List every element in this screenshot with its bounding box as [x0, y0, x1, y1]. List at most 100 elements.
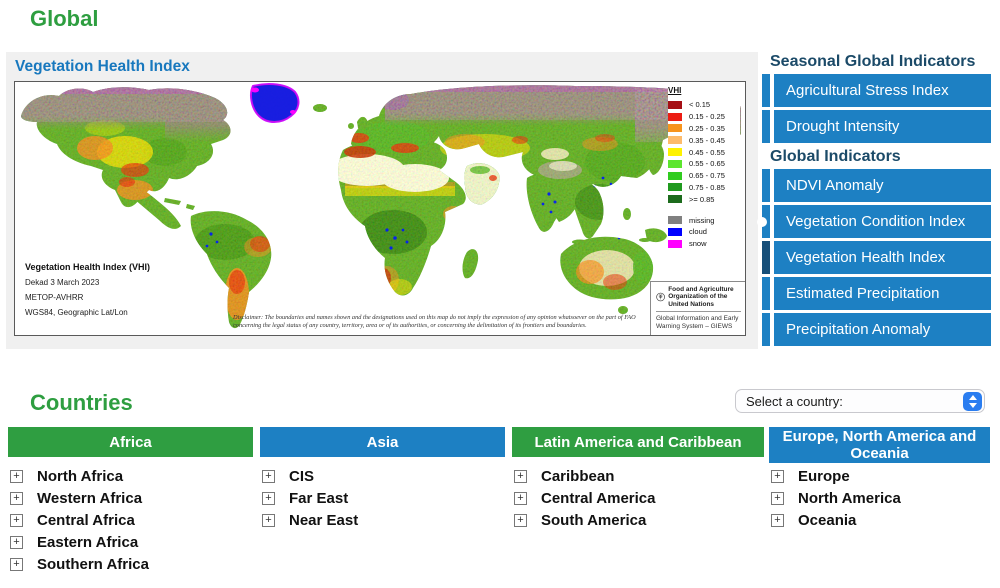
map-meta-dekad: Dekad 3 March 2023 — [25, 278, 100, 287]
column-header-enao: Europe, North America and Oceania — [769, 427, 990, 463]
map-title: Vegetation Health Index — [15, 58, 190, 75]
legend-swatch — [668, 159, 682, 168]
button-left-tab — [757, 205, 770, 238]
legend-row: >= 0.85 — [668, 193, 740, 205]
region-item-western-africa[interactable]: Western Africa — [8, 487, 253, 509]
expand-plus-icon[interactable] — [771, 491, 784, 505]
expand-plus-icon[interactable] — [10, 557, 23, 571]
button-left-tab — [762, 110, 770, 143]
vhi-world-map: VHI < 0.15 0.15 - 0.25 0.25 - 0.35 0.35 … — [14, 81, 746, 336]
legend-swatch — [668, 112, 682, 121]
region-item-north-america[interactable]: North America — [769, 487, 990, 509]
expand-plus-icon[interactable] — [262, 513, 275, 527]
legend-swatch — [668, 136, 682, 145]
legend-swatch — [668, 148, 682, 157]
map-meta-title: Vegetation Health Index (VHI) — [25, 262, 151, 272]
attribution-divider — [656, 311, 741, 312]
legend-title: VHI — [668, 86, 682, 95]
column-latin-america-caribbean: Latin America and Caribbean Caribbean Ce… — [512, 427, 764, 531]
legend-row: < 0.15 — [668, 99, 740, 111]
map-meta-sensor: METOP-AVHRR — [25, 293, 84, 302]
button-left-tab — [762, 313, 770, 346]
region-item-central-africa[interactable]: Central Africa — [8, 509, 253, 531]
sidebar-item-ndvi-anomaly[interactable]: NDVI Anomaly — [762, 169, 991, 202]
page-title: Global — [30, 6, 99, 31]
pointer-notch-icon — [757, 216, 767, 227]
column-header-africa: Africa — [8, 427, 253, 457]
legend-swatch — [668, 216, 682, 225]
expand-plus-icon[interactable] — [262, 469, 275, 483]
map-metadata: Vegetation Health Index (VHI) Dekad 3 Ma… — [25, 262, 150, 323]
region-item-cis[interactable]: CIS — [260, 465, 505, 487]
legend-swatch — [668, 171, 682, 180]
indicator-sidebar: Seasonal Global Indicators Agricultural … — [757, 52, 991, 349]
region-item-central-america[interactable]: Central America — [512, 487, 764, 509]
expand-plus-icon[interactable] — [514, 513, 527, 527]
legend-swatch — [668, 183, 682, 192]
legend-row: 0.25 - 0.35 — [668, 123, 740, 135]
sidebar-item-agricultural-stress-index[interactable]: Agricultural Stress Index — [762, 74, 991, 107]
column-africa: Africa North Africa Western Africa Centr… — [8, 427, 253, 575]
expand-plus-icon[interactable] — [771, 469, 784, 483]
fao-attribution: Food and Agriculture Organization of the… — [650, 281, 745, 335]
map-disclaimer: Disclaimer: The boundaries and names sho… — [233, 314, 636, 329]
sidebar-item-drought-intensity[interactable]: Drought Intensity — [762, 110, 991, 143]
column-header-asia: Asia — [260, 427, 505, 457]
expand-plus-icon[interactable] — [10, 513, 23, 527]
expand-plus-icon[interactable] — [771, 513, 784, 527]
region-item-far-east[interactable]: Far East — [260, 487, 505, 509]
legend-swatch — [668, 100, 682, 109]
select-stepper-icon — [963, 391, 982, 411]
region-item-southern-africa[interactable]: Southern Africa — [8, 553, 253, 575]
seasonal-indicators-header: Seasonal Global Indicators — [770, 53, 976, 70]
sidebar-item-precipitation-anomaly[interactable]: Precipitation Anomaly — [762, 313, 991, 346]
region-item-caribbean[interactable]: Caribbean — [512, 465, 764, 487]
expand-plus-icon[interactable] — [262, 491, 275, 505]
region-item-eastern-africa[interactable]: Eastern Africa — [8, 531, 253, 553]
sidebar-item-estimated-precipitation[interactable]: Estimated Precipitation — [762, 277, 991, 310]
legend-row: cloud — [668, 226, 740, 238]
expand-plus-icon[interactable] — [10, 469, 23, 483]
column-header-lac: Latin America and Caribbean — [512, 427, 764, 457]
sidebar-item-vegetation-condition-index[interactable]: Vegetation Condition Index — [757, 205, 991, 238]
column-asia: Asia CIS Far East Near East — [260, 427, 505, 531]
map-meta-projection: WGS84, Geographic Lat/Lon — [25, 308, 128, 317]
sidebar-item-vegetation-health-index[interactable]: Vegetation Health Index — [762, 241, 991, 274]
expand-plus-icon[interactable] — [10, 491, 23, 505]
legend-swatch — [668, 195, 682, 204]
button-left-tab — [762, 169, 770, 202]
legend-row: 0.15 - 0.25 — [668, 111, 740, 123]
map-legend: VHI < 0.15 0.15 - 0.25 0.25 - 0.35 0.35 … — [668, 86, 740, 250]
giews-system-text: Global Information and Early Warning Sys… — [656, 315, 739, 330]
region-item-oceania[interactable]: Oceania — [769, 509, 990, 531]
legend-row: 0.55 - 0.65 — [668, 158, 740, 170]
region-item-near-east[interactable]: Near East — [260, 509, 505, 531]
legend-swatch — [668, 227, 682, 236]
global-indicators-header: Global Indicators — [770, 148, 901, 165]
fao-logo-icon — [656, 292, 665, 302]
legend-row: 0.45 - 0.55 — [668, 146, 740, 158]
fao-org-text: Food and Agriculture Organization of the… — [668, 286, 734, 308]
expand-plus-icon[interactable] — [514, 491, 527, 505]
legend-extra-group: missing cloud snow — [668, 214, 740, 249]
legend-swatch — [668, 124, 682, 133]
expand-plus-icon[interactable] — [10, 535, 23, 549]
country-select[interactable]: Select a country: — [735, 389, 985, 413]
legend-row: snow — [668, 238, 740, 250]
legend-row: missing — [668, 214, 740, 226]
legend-row: 0.35 - 0.45 — [668, 134, 740, 146]
country-select-label: Select a country: — [746, 393, 843, 409]
countries-heading: Countries — [30, 390, 133, 415]
button-left-tab-selected — [762, 241, 770, 274]
legend-row: 0.65 - 0.75 — [668, 170, 740, 182]
legend-swatch — [668, 239, 682, 248]
region-item-europe[interactable]: Europe — [769, 465, 990, 487]
region-item-north-africa[interactable]: North Africa — [8, 465, 253, 487]
column-europe-north-america-oceania: Europe, North America and Oceania Europe… — [769, 427, 990, 531]
legend-row: 0.75 - 0.85 — [668, 182, 740, 194]
region-item-south-america[interactable]: South America — [512, 509, 764, 531]
button-left-tab — [762, 277, 770, 310]
button-left-tab — [762, 74, 770, 107]
expand-plus-icon[interactable] — [514, 469, 527, 483]
